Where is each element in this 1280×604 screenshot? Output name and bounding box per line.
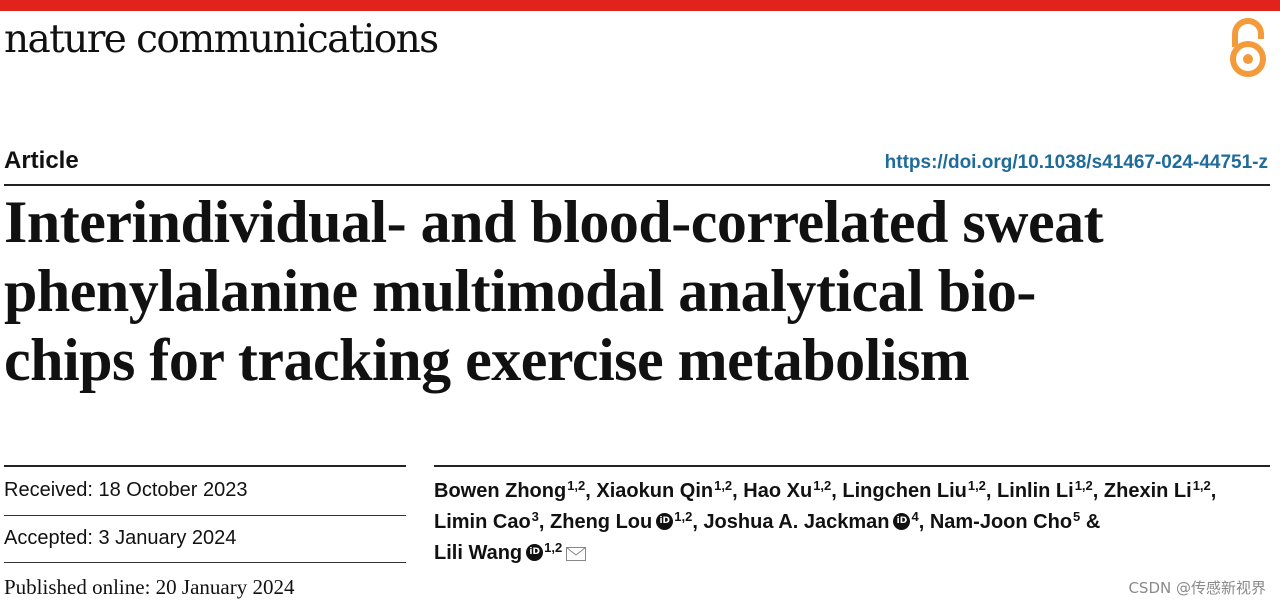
author-separator: , — [692, 511, 704, 533]
title-line: phenylalanine multimodal analytical bio- — [4, 258, 1036, 324]
doi-link[interactable]: https://doi.org/10.1038/s41467-024-44751… — [884, 152, 1268, 173]
author-separator: & — [1080, 511, 1101, 533]
dates-divider — [4, 465, 406, 467]
author-name[interactable]: Bowen Zhong — [434, 480, 567, 502]
orcid-icon[interactable] — [656, 513, 674, 530]
affiliation-marker[interactable]: 1,2 — [1192, 478, 1211, 493]
article-title: Interindividual- and blood-correlated sw… — [4, 188, 1274, 395]
affiliation-marker[interactable]: 1,2 — [813, 478, 832, 493]
orcid-icon[interactable] — [893, 513, 911, 530]
source-watermark: CSDN @传感新视界 — [1128, 579, 1266, 597]
accepted-date: Accepted: 3 January 2024 — [4, 527, 237, 549]
author-line: Limin Cao3, Zheng Lou 1,2, Joshua A. Jack… — [434, 507, 1274, 538]
email-icon[interactable] — [566, 547, 587, 561]
author-list: Bowen Zhong1,2, Xiaokun Qin1,2, Hao Xu1,… — [434, 476, 1274, 569]
affiliation-marker[interactable]: 1,2 — [714, 478, 733, 493]
author-name[interactable]: Linlin Li — [997, 480, 1074, 502]
affiliation-marker[interactable]: 1,2 — [674, 509, 693, 524]
journal-accent-bar — [0, 0, 1280, 11]
author-separator: , — [1210, 480, 1217, 502]
author-name[interactable]: Xiaokun Qin — [596, 480, 714, 502]
date-divider — [4, 515, 406, 516]
author-name[interactable]: Lingchen Liu — [842, 480, 967, 502]
author-name[interactable]: Nam-Joon Cho — [929, 511, 1073, 533]
affiliation-marker[interactable]: 1,2 — [967, 478, 986, 493]
title-line: Interindividual- and blood-correlated sw… — [4, 189, 1104, 255]
date-divider — [4, 562, 406, 563]
author-name[interactable]: Joshua A. Jackman — [703, 511, 890, 533]
article-type: Article — [4, 147, 79, 174]
author-line: Bowen Zhong1,2, Xiaokun Qin1,2, Hao Xu1,… — [434, 476, 1274, 507]
orcid-icon[interactable] — [526, 544, 544, 561]
author-name[interactable]: Hao Xu — [743, 480, 813, 502]
author-separator: , — [1092, 480, 1104, 502]
authors-divider — [434, 465, 1270, 467]
author-separator: , — [831, 480, 843, 502]
affiliation-marker[interactable]: 4 — [911, 509, 919, 524]
journal-logo[interactable]: nature communications — [4, 17, 439, 62]
author-name[interactable]: Lili Wang — [434, 542, 523, 564]
author-separator: , — [538, 511, 551, 533]
author-separator: , — [585, 480, 597, 502]
published-date: Published online: 20 January 2024 — [4, 575, 295, 599]
affiliation-marker[interactable]: 3 — [531, 509, 539, 524]
author-line: Lili Wang 1,2 — [434, 538, 1274, 569]
affiliation-marker[interactable]: 1,2 — [567, 478, 586, 493]
author-name[interactable]: Limin Cao — [434, 511, 531, 533]
affiliation-marker[interactable]: 5 — [1073, 509, 1081, 524]
header-divider — [4, 184, 1270, 186]
received-date: Received: 18 October 2023 — [4, 479, 248, 501]
open-access-icon — [1230, 18, 1266, 77]
affiliation-marker[interactable]: 1,2 — [544, 540, 563, 555]
author-separator: , — [918, 511, 930, 533]
title-line: chips for tracking exercise metabolism — [4, 327, 970, 393]
author-separator: , — [732, 480, 744, 502]
author-name[interactable]: Zheng Lou — [550, 511, 653, 533]
author-separator: , — [985, 480, 998, 502]
author-name[interactable]: Zhexin Li — [1103, 480, 1192, 502]
affiliation-marker[interactable]: 1,2 — [1074, 478, 1093, 493]
